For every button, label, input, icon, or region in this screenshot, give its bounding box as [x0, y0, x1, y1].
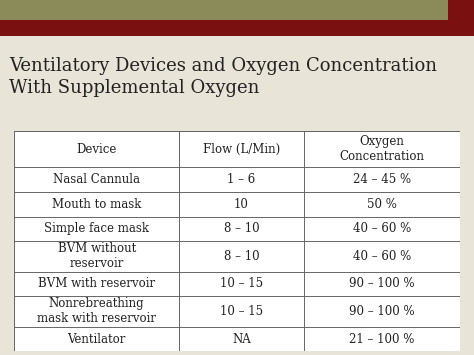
Text: 8 – 10: 8 – 10	[224, 250, 259, 263]
Text: Ventilator: Ventilator	[67, 333, 126, 345]
Text: Nonrebreathing
mask with reservoir: Nonrebreathing mask with reservoir	[37, 297, 156, 326]
Text: 90 – 100 %: 90 – 100 %	[349, 305, 415, 318]
Text: Simple face mask: Simple face mask	[44, 223, 149, 235]
Text: 10 – 15: 10 – 15	[220, 278, 263, 290]
Text: 50 %: 50 %	[367, 198, 397, 211]
Text: BVM with reservoir: BVM with reservoir	[38, 278, 155, 290]
Text: 40 – 60 %: 40 – 60 %	[353, 250, 411, 263]
Text: Mouth to mask: Mouth to mask	[52, 198, 141, 211]
Text: Flow (L/Min): Flow (L/Min)	[203, 143, 280, 155]
Bar	[0, 0, 448, 20]
Text: 8 – 10: 8 – 10	[224, 223, 259, 235]
Bar	[448, 0, 474, 20]
Text: 1 – 6: 1 – 6	[228, 173, 255, 186]
Text: NA: NA	[232, 333, 251, 345]
Text: Oxygen
Concentration: Oxygen Concentration	[339, 135, 424, 163]
Text: Ventilatory Devices and Oxygen Concentration
With Supplemental Oxygen: Ventilatory Devices and Oxygen Concentra…	[9, 56, 438, 98]
Text: 40 – 60 %: 40 – 60 %	[353, 223, 411, 235]
Text: 10: 10	[234, 198, 249, 211]
Text: 21 – 100 %: 21 – 100 %	[349, 333, 414, 345]
Text: BVM without
reservoir: BVM without reservoir	[57, 242, 136, 271]
Bar	[0, 20, 474, 36]
Text: 10 – 15: 10 – 15	[220, 305, 263, 318]
Text: Nasal Cannula: Nasal Cannula	[53, 173, 140, 186]
Text: 24 – 45 %: 24 – 45 %	[353, 173, 411, 186]
Text: Device: Device	[76, 143, 117, 155]
Text: 90 – 100 %: 90 – 100 %	[349, 278, 415, 290]
